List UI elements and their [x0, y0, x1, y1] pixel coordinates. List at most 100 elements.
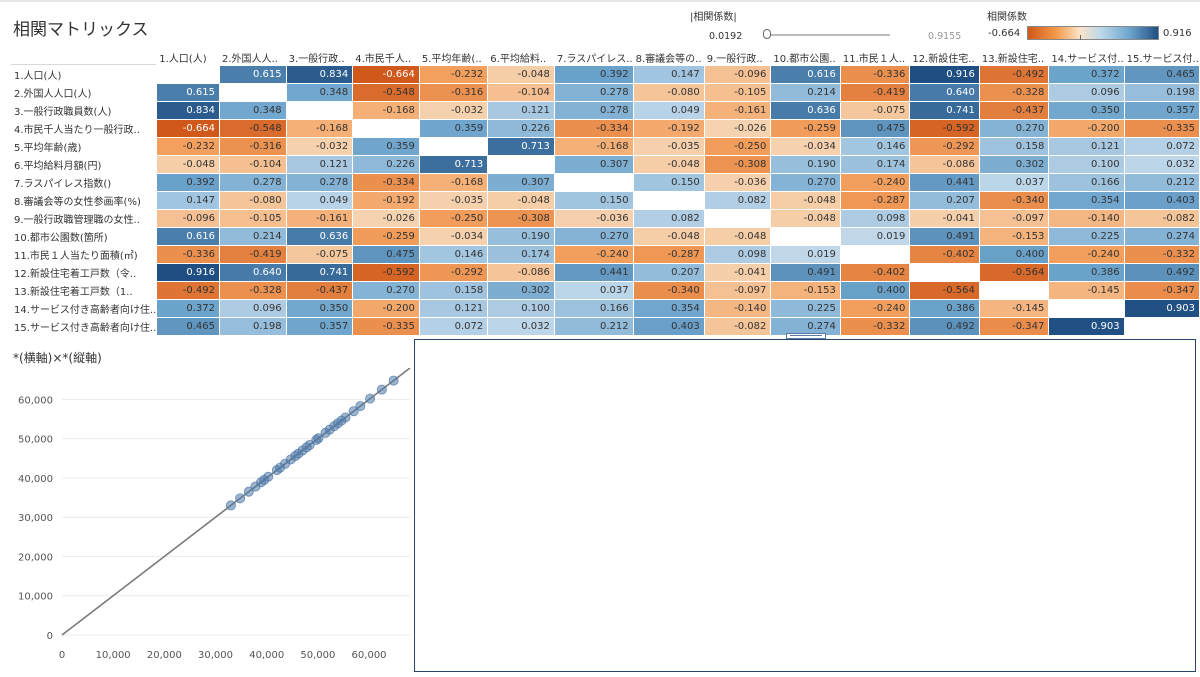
matrix-cell[interactable]: 0.615: [220, 66, 286, 83]
matrix-cell[interactable]: -0.328: [979, 84, 1049, 101]
matrix-cell[interactable]: -0.032: [286, 138, 353, 155]
matrix-cell[interactable]: 0.465: [157, 318, 220, 335]
matrix-cell[interactable]: 0.082: [704, 192, 771, 209]
matrix-cell[interactable]: 0.198: [220, 318, 286, 335]
matrix-cell[interactable]: 0.616: [771, 66, 840, 83]
matrix-cell[interactable]: 0.037: [979, 174, 1049, 191]
matrix-cell[interactable]: 0.357: [286, 318, 353, 335]
matrix-cell[interactable]: -0.153: [771, 282, 840, 299]
matrix-cell[interactable]: -0.287: [633, 246, 704, 263]
matrix-cell[interactable]: -0.026: [704, 120, 771, 137]
matrix-cell[interactable]: 0.166: [1049, 174, 1124, 191]
matrix-cell[interactable]: 0.386: [1049, 264, 1124, 281]
matrix-cell[interactable]: 0.903: [1049, 318, 1124, 335]
matrix-cell[interactable]: -0.548: [353, 84, 419, 101]
matrix-cell[interactable]: -0.200: [1049, 120, 1124, 137]
matrix-cell[interactable]: 0.302: [488, 282, 554, 299]
matrix-cell[interactable]: 0.270: [554, 228, 633, 245]
matrix-cell[interactable]: -0.168: [419, 174, 488, 191]
matrix-cell[interactable]: 0.019: [771, 246, 840, 263]
matrix-cell[interactable]: 0.636: [286, 228, 353, 245]
matrix-cell[interactable]: -0.340: [633, 282, 704, 299]
matrix-cell[interactable]: -0.340: [979, 192, 1049, 209]
matrix-cell[interactable]: 0.372: [157, 300, 220, 317]
matrix-cell[interactable]: 0.475: [353, 246, 419, 263]
matrix-cell[interactable]: 0.121: [488, 102, 554, 119]
matrix-cell[interactable]: -0.334: [554, 120, 633, 137]
matrix-cell[interactable]: 0.741: [286, 264, 353, 281]
filter-slider-handle[interactable]: [763, 29, 771, 39]
matrix-cell[interactable]: [1124, 318, 1199, 335]
matrix-cell[interactable]: [554, 174, 633, 191]
matrix-cell[interactable]: -0.140: [1049, 210, 1124, 227]
matrix-cell[interactable]: -0.097: [979, 210, 1049, 227]
matrix-cell[interactable]: -0.292: [419, 264, 488, 281]
matrix-cell[interactable]: -0.048: [488, 66, 554, 83]
matrix-cell[interactable]: -0.564: [979, 264, 1049, 281]
matrix-cell[interactable]: 0.147: [633, 66, 704, 83]
matrix-cell[interactable]: 0.441: [554, 264, 633, 281]
matrix-cell[interactable]: 0.307: [488, 174, 554, 191]
correlation-filter[interactable]: |相関係数| 0.0192 0.9155: [690, 8, 980, 44]
matrix-cell[interactable]: -0.153: [979, 228, 1049, 245]
matrix-cell[interactable]: 0.082: [633, 210, 704, 227]
matrix-cell[interactable]: -0.548: [220, 120, 286, 137]
matrix-cell[interactable]: 0.049: [633, 102, 704, 119]
matrix-cell[interactable]: -0.032: [419, 102, 488, 119]
matrix-cell[interactable]: 0.198: [1124, 84, 1199, 101]
matrix-cell[interactable]: -0.041: [910, 210, 979, 227]
matrix-cell[interactable]: -0.026: [353, 210, 419, 227]
matrix-cell[interactable]: 0.636: [771, 102, 840, 119]
matrix-cell[interactable]: -0.492: [979, 66, 1049, 83]
matrix-cell[interactable]: [157, 66, 220, 83]
matrix-cell[interactable]: -0.250: [704, 138, 771, 155]
matrix-cell[interactable]: 0.225: [771, 300, 840, 317]
matrix-cell[interactable]: -0.080: [633, 84, 704, 101]
matrix-cell[interactable]: 0.834: [286, 66, 353, 83]
matrix-cell[interactable]: -0.075: [840, 102, 910, 119]
matrix-cell[interactable]: 0.916: [910, 66, 979, 83]
matrix-cell[interactable]: -0.080: [220, 192, 286, 209]
matrix-cell[interactable]: 0.903: [1124, 300, 1199, 317]
matrix-cell[interactable]: 0.214: [220, 228, 286, 245]
matrix-cell[interactable]: 0.741: [910, 102, 979, 119]
matrix-cell[interactable]: -0.250: [419, 210, 488, 227]
panel-resize-grip[interactable]: [786, 333, 826, 339]
matrix-cell[interactable]: 0.166: [554, 300, 633, 317]
matrix-cell[interactable]: -0.287: [840, 192, 910, 209]
matrix-cell[interactable]: 0.032: [1124, 156, 1199, 173]
matrix-cell[interactable]: [910, 264, 979, 281]
matrix-cell[interactable]: 0.640: [910, 84, 979, 101]
matrix-cell[interactable]: 0.212: [1124, 174, 1199, 191]
matrix-cell[interactable]: -0.347: [979, 318, 1049, 335]
matrix-cell[interactable]: 0.713: [488, 138, 554, 155]
matrix-cell[interactable]: -0.492: [157, 282, 220, 299]
matrix-cell[interactable]: 0.278: [554, 102, 633, 119]
matrix-cell[interactable]: 0.174: [488, 246, 554, 263]
matrix-cell[interactable]: -0.035: [633, 138, 704, 155]
matrix-cell[interactable]: -0.259: [771, 120, 840, 137]
matrix-cell[interactable]: -0.308: [488, 210, 554, 227]
matrix-cell[interactable]: 0.354: [1049, 192, 1124, 209]
matrix-cell[interactable]: -0.048: [704, 228, 771, 245]
matrix-cell[interactable]: -0.105: [704, 84, 771, 101]
matrix-cell[interactable]: -0.402: [910, 246, 979, 263]
matrix-cell[interactable]: -0.140: [704, 300, 771, 317]
matrix-cell[interactable]: 0.492: [910, 318, 979, 335]
matrix-cell[interactable]: -0.086: [910, 156, 979, 173]
matrix-cell[interactable]: -0.048: [157, 156, 220, 173]
matrix-cell[interactable]: 0.348: [286, 84, 353, 101]
matrix-cell[interactable]: -0.259: [353, 228, 419, 245]
matrix-cell[interactable]: -0.168: [353, 102, 419, 119]
matrix-cell[interactable]: 0.350: [286, 300, 353, 317]
matrix-cell[interactable]: 0.713: [419, 156, 488, 173]
matrix-cell[interactable]: -0.308: [704, 156, 771, 173]
matrix-cell[interactable]: 0.037: [554, 282, 633, 299]
matrix-cell[interactable]: -0.332: [840, 318, 910, 335]
matrix-cell[interactable]: [633, 192, 704, 209]
matrix-cell[interactable]: -0.336: [157, 246, 220, 263]
matrix-cell[interactable]: 0.158: [419, 282, 488, 299]
matrix-cell[interactable]: -0.334: [353, 174, 419, 191]
matrix-cell[interactable]: 0.916: [157, 264, 220, 281]
matrix-cell[interactable]: [419, 138, 488, 155]
